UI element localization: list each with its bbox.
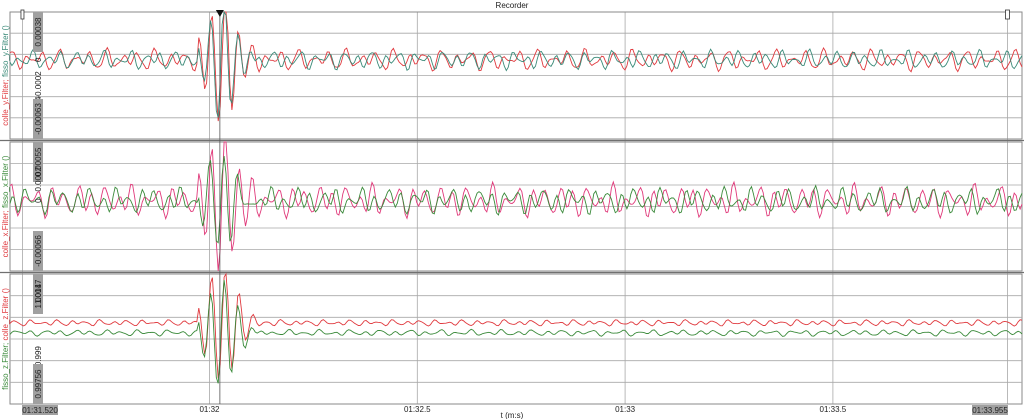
y-axis-label: colle_x.Filter; fisso_x.Filter () (1, 155, 10, 257)
svg-text:-0.0002: -0.0002 (34, 71, 43, 99)
window-title: Recorder (496, 1, 529, 10)
svg-text:0: 0 (34, 57, 43, 62)
y-tick-label: 0.999 (34, 346, 43, 367)
y-axis-label: fisso_z.Filter; colle_z.Filter () (1, 288, 10, 390)
series-line-fisso-x-filter (9, 156, 1023, 244)
y-axis-label-part: colle_z.Filter () (1, 288, 10, 343)
y-tick-label: 0.00038 (33, 12, 43, 52)
y-tick-label: -0.00063 (33, 99, 43, 139)
y-axis-label-part: fisso_z.Filter; (1, 343, 10, 390)
svg-text:01:31.520: 01:31.520 (22, 406, 58, 415)
y-tick-label: 0.0002 (34, 167, 43, 192)
x-tick-label: 01:33 (615, 405, 636, 414)
y-axis-label-part: colle_y.Filter; (1, 79, 10, 126)
svg-text:-0.00063: -0.00063 (34, 103, 43, 135)
series-line-fisso-y-filter (9, 10, 1023, 118)
svg-text:01:33.955: 01:33.955 (972, 406, 1008, 415)
range-end-handle-icon[interactable] (1005, 9, 1010, 20)
svg-text:-0.00066: -0.00066 (34, 235, 43, 267)
x-tick-label: 01:33.5 (820, 405, 847, 414)
svg-text:0.00055: 0.00055 (34, 147, 43, 176)
y-axis-label-part: fisso_x.Filter () (1, 155, 10, 210)
cursor-handle-icon[interactable] (215, 10, 224, 17)
y-tick-label: 1.001 (34, 283, 43, 304)
y-axis-label-part: fisso_y.Filter () (1, 25, 10, 79)
x-tick-label: 01:32.5 (404, 405, 431, 414)
x-axis-label: t (m:s) (501, 411, 524, 419)
svg-text:1.001: 1.001 (34, 283, 43, 304)
series-line-colle-y-filter (9, 11, 1023, 122)
svg-text:0.0002: 0.0002 (34, 167, 43, 192)
series-line-colle-z-filter (9, 272, 1023, 379)
svg-text:0.999: 0.999 (34, 346, 43, 367)
svg-text:0.00038: 0.00038 (34, 17, 43, 46)
y-axis-label: colle_y.Filter; fisso_y.Filter () (1, 25, 10, 126)
x-end-label: 01:33.955 (972, 405, 1008, 415)
svg-text:0.99756: 0.99756 (34, 369, 43, 398)
y-tick-label: -0.00066 (33, 231, 43, 271)
range-start-handle-icon[interactable] (20, 9, 25, 20)
y-axis-label-part: colle_x.Filter; (1, 210, 10, 257)
svg-text:1.00147: 1.00147 (34, 279, 43, 308)
svg-text:0: 0 (34, 198, 43, 203)
series-line-fisso-z-filter (9, 279, 1023, 384)
y-tick-label: 0 (34, 57, 43, 62)
y-tick-label: 0.99756 (33, 364, 43, 404)
series-line-colle-x-filter (9, 141, 1023, 272)
y-tick-label: 0 (34, 198, 43, 203)
x-tick-label: 01:32 (199, 405, 220, 414)
x-start-label: 01:31.520 (22, 405, 58, 415)
y-tick-label: 1.00147 (33, 274, 43, 314)
y-tick-label: -0.0002 (34, 71, 43, 99)
y-tick-label: 0.00055 (33, 142, 43, 182)
